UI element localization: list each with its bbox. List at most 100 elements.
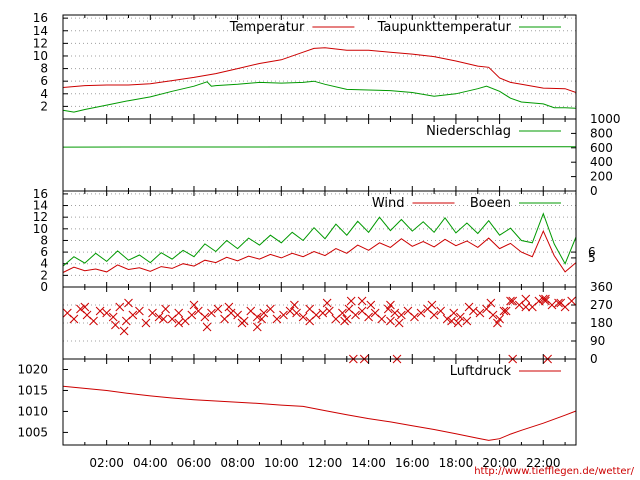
y-tick-label: 2 [40,268,48,282]
y-tick-label: 0 [590,352,598,366]
wind-direction-point [397,310,406,320]
wind-direction-point [410,312,419,322]
panel-frame [62,358,577,446]
wind-direction-point [462,316,472,326]
x-tick-label: 16:00 [395,456,430,470]
wind-direction-point [213,304,223,314]
wind-direction-point [547,300,557,310]
y-tick-label: 0 [40,280,48,294]
wind-direction-point [495,314,504,324]
y-tick-label: 800 [590,126,613,140]
wind-direction-point [501,306,511,316]
wind-direction-point [226,308,236,318]
wind-direction-point [237,318,247,328]
x-tick-label: 22:00 [526,456,561,470]
series-line-boeen [62,212,577,267]
wind-direction-point [556,298,566,308]
wind-direction-point [324,306,334,316]
wind-direction-point [383,304,393,314]
wind-direction-point [508,296,518,306]
wind-direction-point [69,314,79,324]
wind-direction-point [447,316,456,326]
y-tick-label: 8 [40,233,48,247]
x-tick-label: 20:00 [482,456,517,470]
series-line-taupunkttemperatur [62,80,577,113]
y-tick-label: 16 [33,11,48,25]
wind-direction-point [128,310,138,320]
wind-direction-point [541,296,550,306]
wind-direction-point [364,312,373,322]
y-tick-label: 360 [590,280,613,294]
wind-direction-point [111,320,120,330]
wind-direction-point [252,322,262,332]
wind-direction-point [202,322,212,332]
wind-direction-point [298,312,308,322]
x-tick-label: 08:00 [220,456,255,470]
legend-label: Temperatur [229,20,305,35]
wind-direction-point [499,306,509,316]
wind-direction-point [257,314,267,324]
wind-direction-point [346,296,356,306]
wind-direction-point [290,300,299,310]
y-tick-label: 600 [590,141,613,155]
y-tick-label: 12 [33,210,48,224]
y-tick-label: 10 [33,222,48,236]
legend-label: Wind [372,196,405,211]
wind-direction-point [266,304,275,314]
wind-direction-point [305,316,315,326]
wind-direction-point [493,318,502,328]
wind-direction-point [386,300,395,310]
wind-direction-point [141,318,151,328]
wind-direction-point [486,298,496,308]
panel-5: 1005 1010 1015 1020 Luftdruck [17,358,577,446]
legend-label: Taupunkttemperatur [377,20,512,35]
wind-direction-point [338,308,347,318]
wind-direction-point [386,316,395,326]
wind-direction-point [567,296,576,306]
right-tick-label: 5 [588,251,596,265]
y-tick-label: 10 [33,49,48,63]
wind-direction-point [390,308,400,318]
x-tick-label: 10:00 [264,456,299,470]
right-tick-label: 6 [588,245,596,259]
wind-direction-point [377,314,387,324]
chart-panels: 246810121416TaupunkttemperaturTemperatur… [17,11,621,446]
wind-direction-point [436,306,446,316]
series-line-temperatur [62,47,577,93]
legend-label: Boeen [470,196,511,211]
y-tick-label: 1020 [17,362,48,376]
wind-direction-point [366,300,376,310]
wind-direction-point [429,310,439,320]
legend-label: Luftdruck [450,364,512,379]
wind-direction-point [272,314,282,324]
wind-direction-point [488,310,498,320]
x-tick-label: 06:00 [177,456,212,470]
wind-direction-point [340,316,349,326]
y-tick-label: 180 [590,316,613,330]
wind-direction-point [161,304,170,314]
time-axis: 02:00 04:00 06:00 08:00 10:00 12:00 14:00 16:00… [89,456,560,470]
wind-direction-point [174,318,184,328]
wind-direction-point [115,302,125,312]
y-tick-label: 8 [40,62,48,76]
y-tick-label: 90 [590,334,605,348]
wind-direction-point [108,312,118,322]
wind-direction-point [259,308,269,318]
wind-direction-point [521,294,531,304]
wind-direction-point [124,298,133,308]
x-tick-label: 02:00 [89,456,124,470]
wind-direction-point [554,298,563,308]
y-tick-label: 1000 [590,112,621,126]
y-tick-label: 12 [33,36,48,50]
credit-link[interactable]: http://www.tiefflegen.de/wetter/ [474,466,634,477]
wind-direction-point [394,318,404,328]
x-tick-label: 04:00 [133,456,168,470]
wind-direction-point [174,308,184,318]
wind-direction-point [464,302,474,312]
wind-direction-point [453,318,463,328]
y-tick-label: 0 [590,184,598,198]
y-tick-label: 1015 [17,383,48,397]
wind-direction-point [506,296,515,306]
